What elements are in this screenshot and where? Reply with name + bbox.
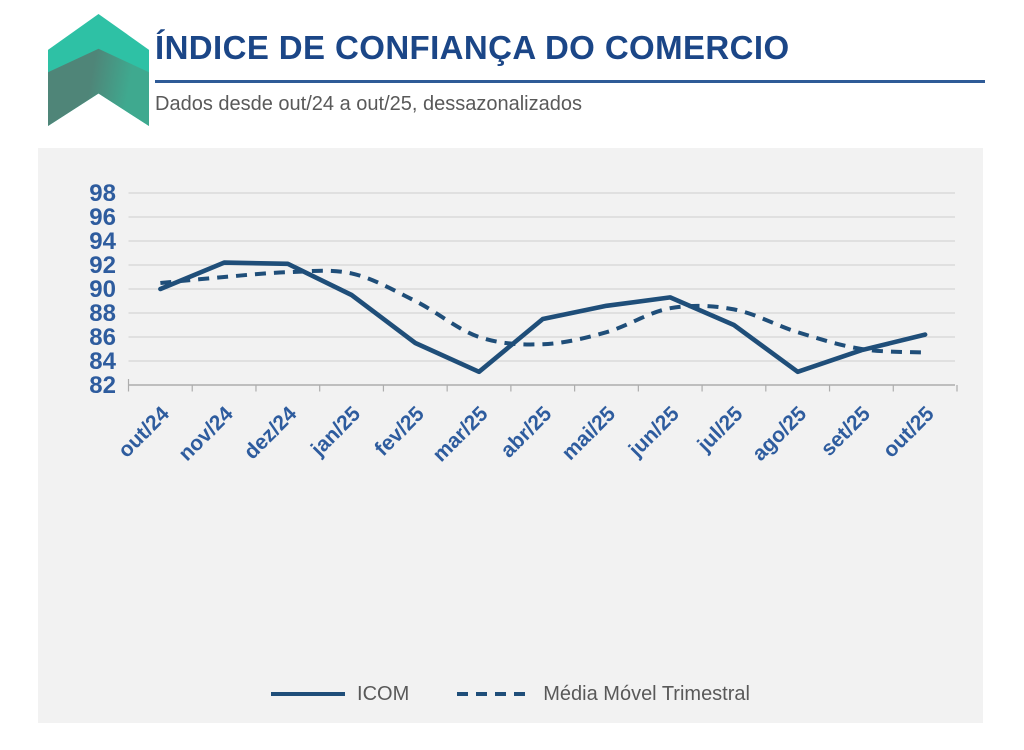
y-axis-label: 84	[89, 348, 116, 375]
x-axis-label: out/24	[114, 402, 174, 462]
legend-label-media-movel: Média Móvel Trimestral	[543, 682, 750, 705]
page-title: ÍNDICE DE CONFIANÇA DO COMERCIO	[155, 29, 790, 66]
x-axis-label: jun/25	[624, 402, 684, 462]
header-text: ÍNDICE DE CONFIANÇA DO COMERCIO Dados de…	[155, 0, 985, 116]
y-axis-label: 86	[89, 324, 116, 351]
y-axis-label: 96	[89, 204, 116, 231]
y-axis-label: 92	[89, 252, 116, 279]
dashed-line-swatch	[457, 692, 532, 696]
chart-legend: ICOM Média Móvel Trimestral	[38, 679, 983, 709]
solid-line-swatch	[271, 692, 346, 696]
y-axis-label: 94	[89, 228, 116, 255]
title-underline	[155, 80, 985, 83]
y-axis-label: 88	[89, 300, 116, 327]
y-axis-label: 90	[89, 276, 116, 303]
y-axis-label: 98	[89, 180, 116, 207]
x-axis-label: jul/25	[693, 402, 748, 457]
x-axis-label: mar/25	[428, 402, 492, 466]
x-axis-label: nov/24	[174, 402, 238, 466]
x-axis-label: set/25	[817, 402, 876, 461]
x-axis-label: dez/24	[240, 402, 302, 464]
chart-panel: 98 96 94 92 90 88 86 84 82 out/24 nov/24 dez/24 jan/…	[38, 148, 983, 723]
x-axis-label: ago/25	[748, 402, 812, 466]
page-subtitle: Dados desde out/24 a out/25, dessazonali…	[155, 93, 582, 115]
x-axis-label: mai/25	[558, 402, 621, 465]
x-axis-label: abr/25	[496, 402, 556, 462]
x-axis-label: fev/25	[370, 402, 429, 461]
legend-item-media-movel: Média Móvel Trimestral	[457, 683, 750, 706]
chevron-up-logo	[48, 14, 149, 126]
legend-item-icom: ICOM	[271, 683, 409, 706]
y-axis-label: 82	[89, 372, 116, 399]
moving-average-line	[160, 268, 926, 355]
x-axis-label: jan/25	[306, 402, 365, 461]
icom-line	[158, 260, 928, 375]
legend-label-icom: ICOM	[357, 682, 410, 705]
x-axis-label: out/25	[879, 402, 939, 462]
